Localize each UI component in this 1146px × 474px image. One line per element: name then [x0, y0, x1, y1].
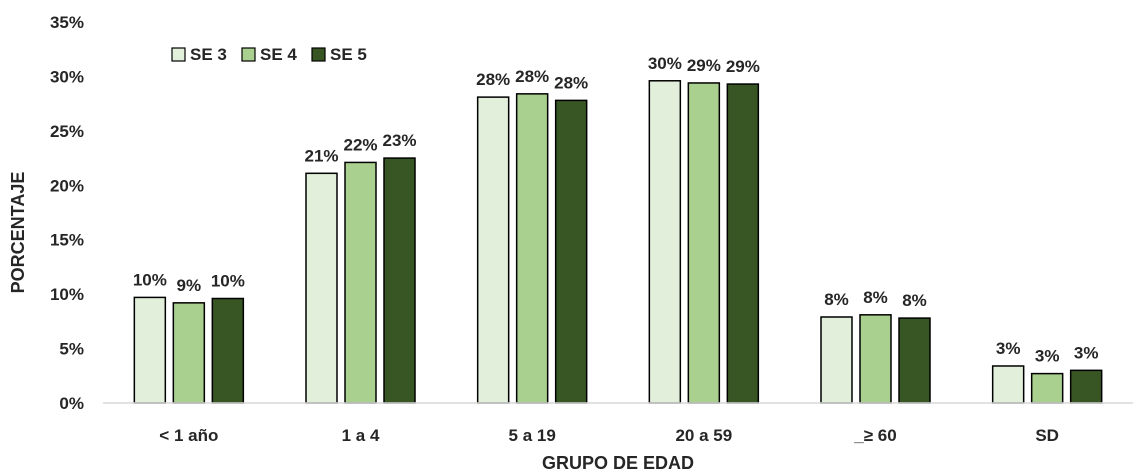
- data-label: 29%: [687, 56, 721, 75]
- legend-swatch: [171, 47, 186, 62]
- y-tick-label: 0%: [59, 394, 84, 413]
- x-category-label: 20 a 59: [675, 426, 732, 445]
- bar-se-3: [820, 316, 853, 404]
- data-label: 3%: [1074, 343, 1099, 362]
- data-label: 10%: [133, 270, 167, 289]
- x-category-label: _≥ 60: [853, 426, 896, 445]
- y-tick-label: 20%: [50, 176, 84, 195]
- bar-se-3: [648, 80, 682, 404]
- x-category-label: 5 a 19: [509, 426, 556, 445]
- legend-label: SE 5: [330, 45, 367, 64]
- data-label: 10%: [211, 271, 245, 290]
- y-tick-label: 5%: [59, 340, 84, 359]
- data-label: 21%: [304, 146, 338, 165]
- legend-label: SE 4: [260, 45, 297, 64]
- y-axis-title: PORCENTAJE: [8, 172, 28, 294]
- data-label: 9%: [177, 276, 202, 295]
- y-tick-label: 35%: [50, 13, 84, 32]
- data-label: 28%: [554, 73, 588, 92]
- bar-se-5: [554, 99, 588, 404]
- data-label: 23%: [382, 131, 416, 150]
- legend-swatch: [241, 47, 256, 62]
- data-label: 22%: [343, 135, 377, 154]
- data-label: 28%: [476, 70, 510, 89]
- data-label: 8%: [902, 291, 927, 310]
- bar-se-4: [515, 93, 549, 404]
- x-axis-category-labels: < 1 año 1 a 4 5 a 19 20 a 59 _≥ 60 SD: [159, 426, 1059, 445]
- data-label: 3%: [1035, 347, 1060, 366]
- legend-swatch: [311, 47, 326, 62]
- bar-se-4: [1030, 372, 1064, 404]
- data-label: 8%: [863, 288, 888, 307]
- legend-label: SE 3: [190, 45, 227, 64]
- data-label: 28%: [515, 67, 549, 86]
- bar-se-3: [305, 172, 338, 404]
- bar-se-5: [383, 157, 416, 404]
- bar-se-5: [726, 83, 760, 404]
- y-axis-ticks: 0% 5% 10% 15% 20% 25% 30% 35%: [50, 13, 84, 413]
- bar-se-4: [687, 82, 721, 404]
- bar-se-4: [344, 161, 377, 404]
- bar-se-3: [133, 296, 167, 404]
- bar-se-4: [172, 302, 206, 404]
- legend: SE 3 SE 4 SE 5: [171, 45, 367, 64]
- bar-se-3: [991, 365, 1025, 404]
- y-tick-label: 10%: [50, 285, 84, 304]
- x-category-label: 1 a 4: [342, 426, 380, 445]
- bar-se-5: [1069, 369, 1103, 404]
- bars-group: [133, 80, 1103, 404]
- y-tick-label: 30%: [50, 67, 84, 86]
- bar-se-5: [898, 317, 931, 404]
- x-category-label: SD: [1035, 426, 1059, 445]
- data-labels-group: 10% 9% 10% 21% 22% 23% 28% 28% 28% 30% 29% 29% 8% 8% 8…: [133, 54, 1099, 366]
- bar-se-4: [859, 314, 892, 404]
- x-axis-title: GRUPO DE EDAD: [542, 453, 694, 473]
- data-label: 30%: [648, 54, 682, 73]
- y-tick-label: 25%: [50, 122, 84, 141]
- data-label: 8%: [824, 290, 849, 309]
- y-tick-label: 15%: [50, 231, 84, 250]
- data-label: 29%: [726, 57, 760, 76]
- data-label: 3%: [996, 339, 1021, 358]
- x-category-label: < 1 año: [159, 426, 218, 445]
- bar-se-5: [211, 297, 245, 404]
- bar-se-3: [476, 96, 510, 404]
